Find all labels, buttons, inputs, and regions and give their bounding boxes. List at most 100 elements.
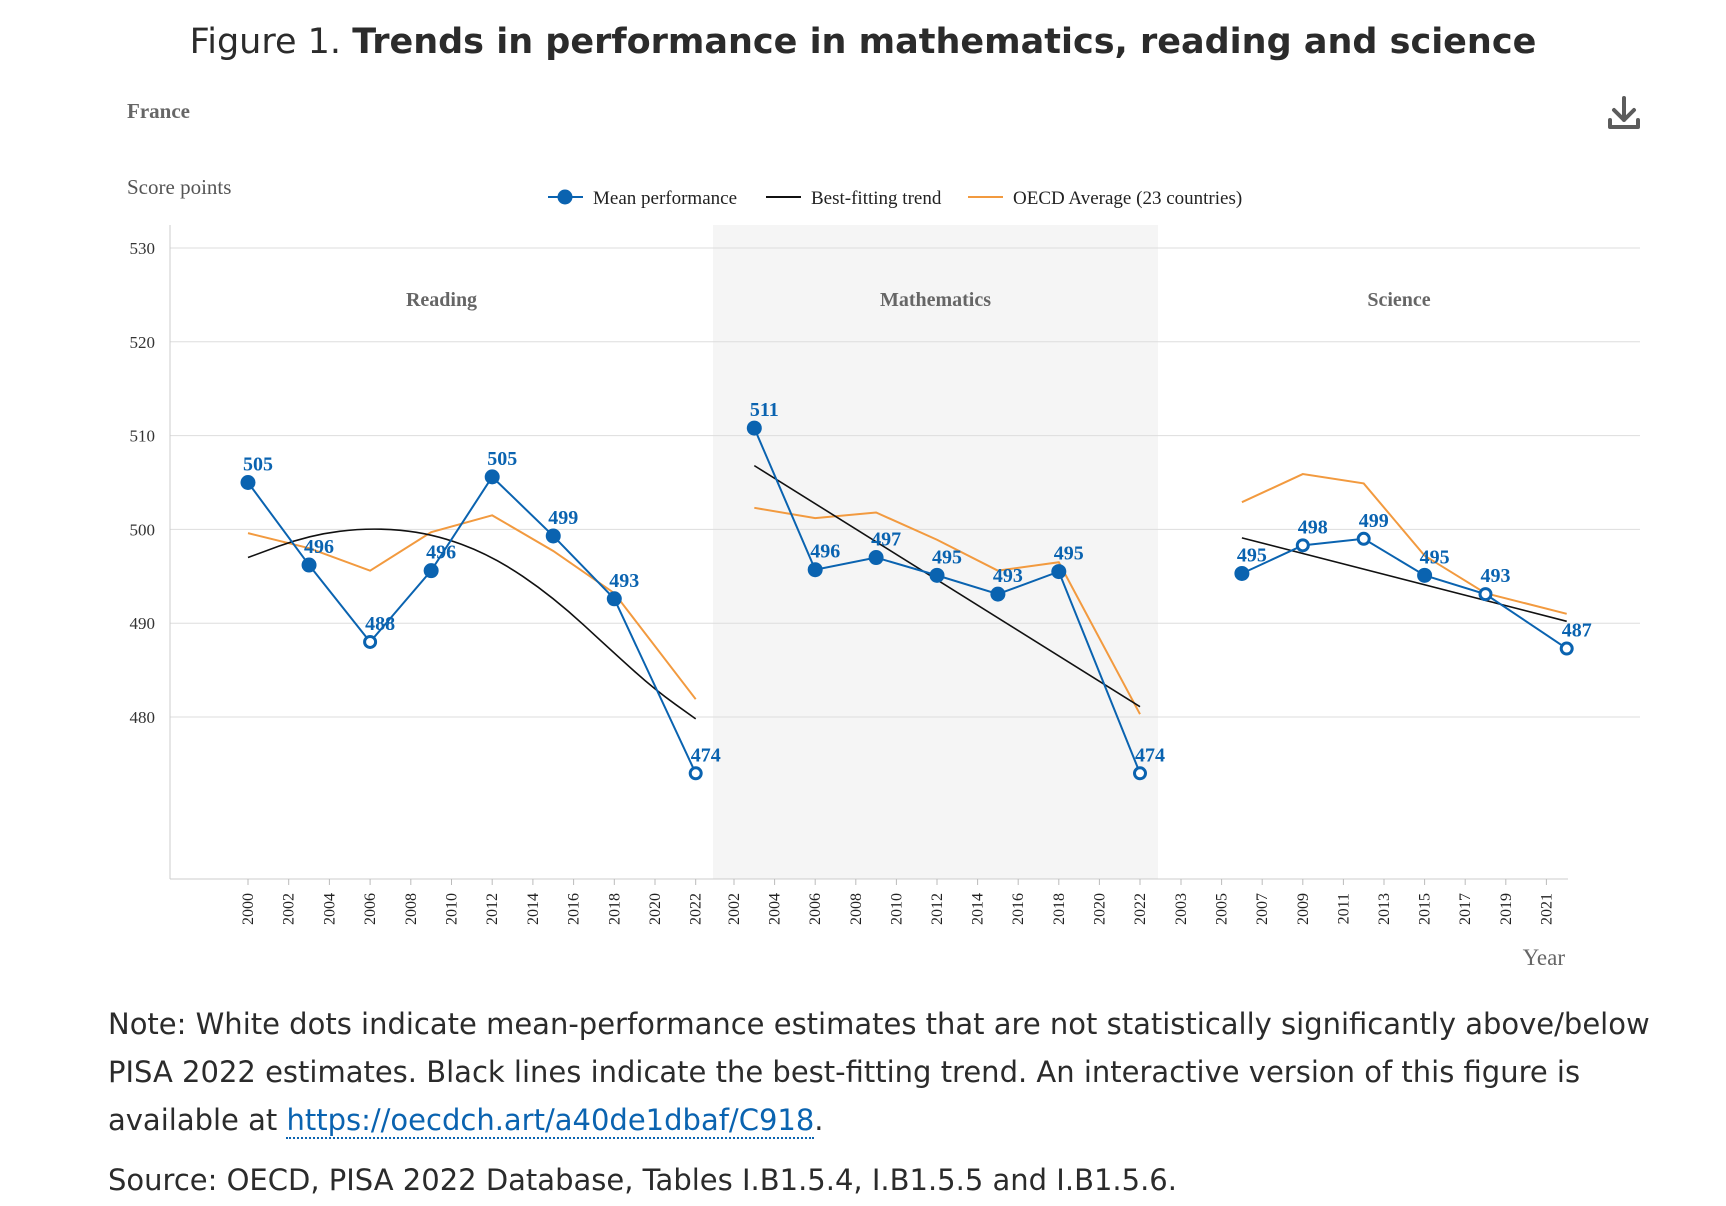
- mean-point[interactable]: [423, 563, 439, 579]
- panel-band-mathematics: [713, 225, 1158, 879]
- x-tick-label: 2004: [321, 893, 338, 925]
- panel-title-science: Science: [1367, 289, 1430, 311]
- y-tick-label: 490: [130, 614, 156, 633]
- x-tick-label: 2012: [929, 893, 946, 925]
- mean-point[interactable]: [990, 586, 1006, 602]
- mean-point[interactable]: [1417, 567, 1433, 583]
- x-tick-label: 2005: [1214, 893, 1231, 925]
- figure-note: Note: White dots indicate mean-performan…: [108, 1000, 1668, 1144]
- trend-line-reading: [247, 528, 697, 720]
- trend-line-science: [1241, 537, 1567, 623]
- x-tick-label: 2009: [1295, 893, 1312, 925]
- x-tick-label: 2018: [1051, 893, 1068, 925]
- x-axis-label: Year: [1523, 945, 1566, 970]
- x-tick-label: 2002: [726, 893, 743, 925]
- x-tick-label: 2010: [444, 893, 461, 925]
- country-label: France: [127, 99, 190, 123]
- download-icon[interactable]: [1608, 96, 1640, 129]
- mean-point[interactable]: [545, 528, 561, 544]
- y-tick-label: 480: [130, 708, 156, 727]
- figure-source: Source: OECD, PISA 2022 Database, Tables…: [108, 1163, 1177, 1197]
- x-tick-label: 2014: [525, 893, 542, 925]
- mean-data-label: 511: [750, 399, 779, 421]
- figure-title-text: Trends in performance in mathematics, re…: [352, 22, 1537, 62]
- mean-data-label: 495: [1237, 544, 1267, 566]
- mean-point[interactable]: [240, 475, 256, 490]
- panel-title-mathematics: Mathematics: [880, 289, 991, 311]
- mean-line-science: [1241, 537, 1568, 650]
- mean-point-not-significant[interactable]: [1295, 538, 1310, 553]
- y-axis-label: Score points: [127, 175, 231, 199]
- mean-data-label: 495: [1054, 543, 1084, 565]
- mean-point-not-significant[interactable]: [1356, 531, 1371, 546]
- legend-mean-label: Mean performance: [593, 188, 737, 209]
- interactive-version-link[interactable]: https://oecdch.art/a40de1dbaf/C918: [286, 1103, 815, 1139]
- mean-data-label: 498: [1298, 516, 1328, 538]
- panel-reading: Reading 505 496 488 496 505 499 493 474: [240, 289, 721, 781]
- mean-point-not-significant[interactable]: [363, 634, 378, 649]
- mean-point[interactable]: [1051, 564, 1067, 580]
- mean-point[interactable]: [746, 420, 762, 436]
- legend-item-trend[interactable]: Best-fitting trend: [766, 188, 942, 209]
- mean-point[interactable]: [868, 550, 884, 566]
- mean-data-label: 505: [487, 448, 517, 470]
- mean-data-label: 495: [932, 546, 962, 568]
- x-tick-label: 2013: [1376, 893, 1393, 925]
- x-tick-label: 2000: [240, 893, 257, 925]
- mean-point[interactable]: [606, 591, 622, 607]
- y-tick-label: 500: [130, 520, 156, 539]
- x-tick-label: 2004: [767, 893, 784, 925]
- mean-point[interactable]: [301, 557, 317, 573]
- legend-oecd-label: OECD Average (23 countries): [1013, 188, 1242, 209]
- mean-data-label: 493: [993, 565, 1023, 587]
- x-tick-label: 2003: [1173, 893, 1190, 925]
- x-tick-label: 2020: [1091, 893, 1108, 925]
- x-tick-label: 2021: [1538, 893, 1555, 925]
- y-tick-label: 530: [130, 239, 156, 258]
- mean-point-not-significant[interactable]: [688, 766, 703, 781]
- mean-data-label: 493: [609, 570, 639, 592]
- mean-data-label: 474: [1135, 744, 1165, 766]
- mean-data-label: 499: [1359, 510, 1389, 532]
- mean-data-label: 496: [426, 542, 456, 564]
- mean-data-label: 499: [548, 507, 578, 529]
- mean-point-not-significant[interactable]: [1133, 766, 1147, 781]
- mean-point-not-significant[interactable]: [1559, 641, 1574, 656]
- x-tick-label: 2019: [1498, 893, 1515, 925]
- mean-point[interactable]: [807, 562, 823, 578]
- oecd-average-line-mathematics: [754, 506, 1141, 715]
- mean-point[interactable]: [929, 567, 945, 583]
- mean-data-label: 487: [1562, 620, 1592, 642]
- note-text: Note: White dots indicate mean-performan…: [108, 1007, 1650, 1137]
- x-tick-label: 2010: [888, 893, 905, 925]
- figure-label: Figure 1.: [189, 22, 342, 62]
- x-tick-label: 2008: [403, 893, 420, 925]
- legend-item-oecd[interactable]: OECD Average (23 countries): [968, 188, 1242, 209]
- panel-mathematics: Mathematics 511 496 497 495 493 495 474: [746, 289, 1165, 781]
- x-tick-label: 2022: [1132, 893, 1149, 925]
- x-tick-label: 2022: [688, 893, 705, 925]
- mean-point-not-significant[interactable]: [1478, 587, 1493, 602]
- mean-point[interactable]: [484, 469, 500, 485]
- x-tick-label: 2018: [606, 893, 623, 925]
- x-tick-label: 2007: [1254, 893, 1271, 925]
- x-tick-label: 2006: [807, 893, 824, 925]
- mean-point[interactable]: [1234, 565, 1250, 581]
- legend-item-mean[interactable]: Mean performance: [548, 188, 737, 209]
- x-tick-label: 2006: [362, 893, 379, 925]
- oecd-average-line-science: [1241, 473, 1567, 615]
- mean-line-reading: [247, 475, 697, 774]
- figure-title: Figure 1. Trends in performance in mathe…: [0, 22, 1726, 62]
- mean-data-label: 474: [691, 744, 721, 766]
- x-tick-label: 2016: [1010, 893, 1027, 925]
- panel-title-reading: Reading: [406, 289, 477, 311]
- x-tick-label: 2020: [647, 893, 664, 925]
- x-tick-label: 2008: [848, 893, 865, 925]
- x-tick-label: 2012: [484, 893, 501, 925]
- legend: Mean performance Best-fitting trend OECD…: [548, 188, 1242, 209]
- y-tick-label: 520: [130, 333, 156, 352]
- x-tick-label: 2014: [970, 893, 987, 925]
- panel-science: Science 495 498 499 495 493 487: [1234, 289, 1592, 656]
- x-tick-label: 2016: [566, 893, 583, 925]
- mean-data-label: 496: [810, 541, 840, 563]
